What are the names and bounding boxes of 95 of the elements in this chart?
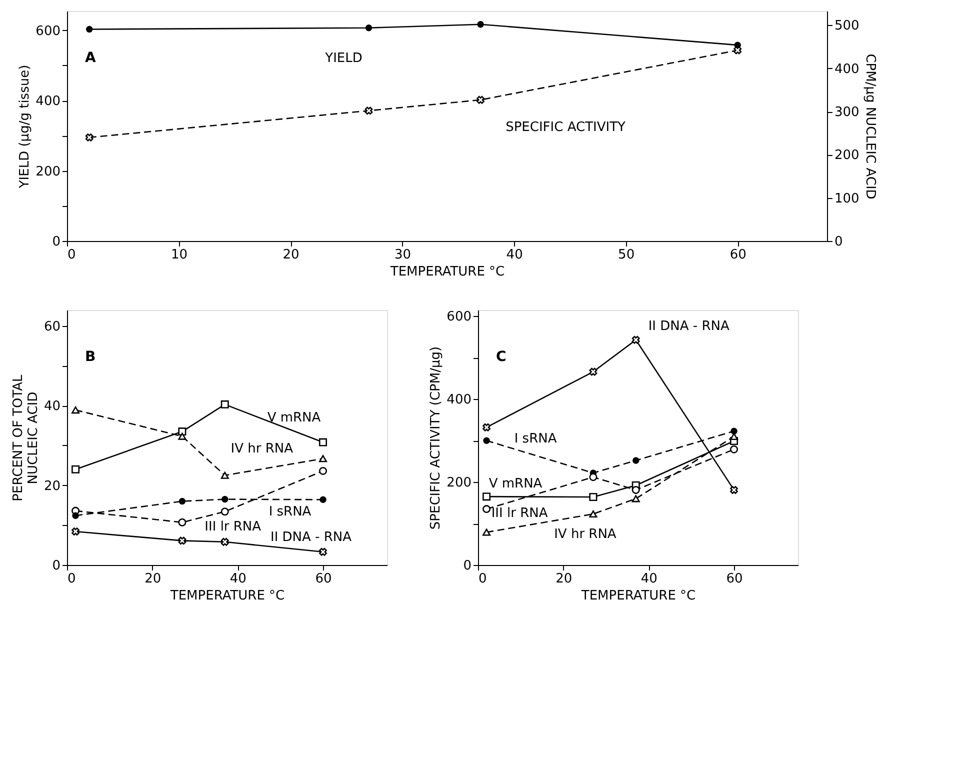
- point: [476, 96, 484, 104]
- series-label: II DNA - RNA: [648, 318, 730, 334]
- y-tick-label: 40: [44, 399, 60, 414]
- x-axis-title: TEMPERATURE °C: [580, 588, 696, 604]
- series-label: III lr RNA: [204, 520, 262, 535]
- point: [178, 518, 186, 526]
- point: [365, 24, 372, 32]
- point: [482, 423, 491, 432]
- point: [632, 336, 640, 344]
- annotation: B: [85, 349, 96, 365]
- point: [318, 466, 328, 475]
- x-tick-label: 60: [730, 248, 746, 262]
- point: [632, 486, 640, 494]
- y-tick-label: 600: [36, 24, 60, 39]
- point: [220, 538, 229, 546]
- x-tick-label: 50: [618, 248, 635, 262]
- x-tick-label: 60: [315, 572, 332, 586]
- point: [72, 512, 79, 519]
- y-axis-title: PERCENT OF TOTAL NUCLEIC ACID: [10, 374, 41, 502]
- y-axis-title: SPECIFIC ACTIVITY (CPM/µg): [428, 346, 444, 530]
- series-label: III lr RNA: [491, 506, 548, 522]
- point: [86, 26, 93, 33]
- y2-tick-label: 0: [834, 234, 843, 250]
- point: [178, 536, 186, 545]
- point: [482, 492, 491, 501]
- point: [589, 492, 598, 502]
- series-label: II DNA - RNA: [270, 530, 352, 545]
- series-label: I sRNA: [268, 504, 312, 520]
- series-label: IV hr RNA: [230, 441, 294, 456]
- x-tick-label: 20: [556, 572, 572, 586]
- y-tick-label: 0: [52, 234, 60, 250]
- y2-tick-label: 300: [834, 105, 860, 120]
- y-tick-label: 200: [36, 164, 60, 180]
- x-tick-label: 20: [144, 572, 162, 586]
- x-tick-label: 40: [230, 572, 246, 586]
- series-label: SPECIFIC ACTIVITY: [506, 120, 626, 135]
- annotation: C: [496, 349, 506, 365]
- point: [222, 496, 228, 503]
- point: [72, 528, 80, 536]
- point: [482, 528, 491, 536]
- x-tick-label: 40: [640, 572, 658, 586]
- point: [220, 508, 229, 516]
- x-axis-title: TEMPERATURE °C: [389, 264, 505, 280]
- point: [632, 457, 640, 464]
- point: [734, 46, 742, 54]
- point: [730, 445, 738, 454]
- point: [220, 400, 229, 408]
- y-axis-title: YIELD (µg/g tissue): [18, 64, 33, 190]
- x-tick-label: 30: [394, 248, 412, 262]
- point: [589, 510, 598, 518]
- series-label: V mRNA: [267, 410, 321, 426]
- point: [589, 368, 598, 376]
- y-tick-label: 400: [446, 392, 472, 408]
- y2-tick-label: 100: [834, 191, 860, 206]
- x-tick-label: 60: [726, 572, 743, 586]
- y-tick-label: 0: [463, 558, 472, 574]
- series-label: I sRNA: [514, 432, 557, 447]
- x-tick-label: 0: [68, 248, 76, 262]
- y2-axis-title: CPM/µg NUCLEIC ACID: [862, 54, 878, 200]
- y-tick-label: 400: [36, 94, 60, 110]
- x-axis-title: TEMPERATURE °C: [169, 588, 285, 604]
- y-tick-label: 0: [52, 558, 60, 574]
- y-tick-label: 200: [446, 476, 472, 491]
- y-tick-label: 600: [446, 310, 472, 325]
- series-label: V mRNA: [488, 476, 542, 492]
- x-tick-label: 40: [506, 248, 523, 262]
- point: [318, 438, 328, 446]
- series-label: IV hr RNA: [554, 527, 616, 542]
- point: [178, 432, 186, 440]
- x-tick-label: 0: [478, 572, 487, 586]
- y-tick-label: 20: [44, 478, 60, 494]
- point: [72, 465, 80, 474]
- series-label: YIELD: [324, 50, 362, 66]
- x-tick-label: 10: [170, 248, 188, 262]
- point: [318, 455, 328, 462]
- y2-tick-label: 200: [834, 148, 860, 164]
- y2-tick-label: 400: [834, 62, 860, 77]
- point: [589, 473, 598, 482]
- point: [477, 20, 484, 28]
- y2-tick-label: 500: [834, 18, 860, 34]
- point: [85, 133, 94, 142]
- point: [319, 548, 327, 556]
- point: [220, 472, 229, 479]
- annotation: A: [85, 50, 96, 66]
- point: [72, 406, 80, 414]
- point: [632, 495, 640, 502]
- point: [178, 498, 186, 505]
- point: [364, 106, 373, 115]
- point: [483, 437, 490, 444]
- x-tick-label: 20: [282, 248, 300, 262]
- point: [320, 496, 326, 504]
- point: [730, 486, 738, 494]
- y-tick-label: 60: [44, 319, 60, 334]
- point: [482, 505, 491, 514]
- x-tick-label: 0: [68, 572, 76, 586]
